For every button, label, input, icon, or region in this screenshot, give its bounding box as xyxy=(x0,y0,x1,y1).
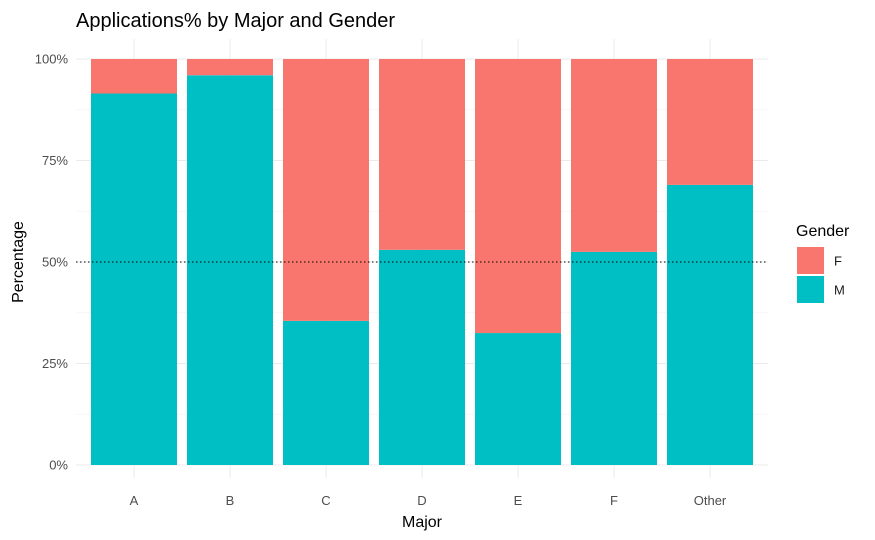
x-tick-label: A xyxy=(130,493,139,508)
bar-M-B xyxy=(187,75,273,466)
chart-title: Applications% by Major and Gender xyxy=(76,10,395,32)
x-tick-label: C xyxy=(321,493,330,508)
bar-M-C xyxy=(283,320,369,465)
x-axis-ticks: A B C D E F Other xyxy=(130,493,727,508)
bar-M-A xyxy=(91,93,177,465)
x-tick-label: Other xyxy=(694,493,727,508)
bar-M-Other xyxy=(667,184,753,466)
bar-F-C xyxy=(283,59,369,321)
y-tick-label: 0% xyxy=(49,458,68,473)
x-tick-label: F xyxy=(610,493,618,508)
y-tick-label: 50% xyxy=(42,255,68,270)
legend-title: Gender xyxy=(796,223,850,240)
bar-M-E xyxy=(475,333,561,465)
y-tick-label: 100% xyxy=(35,52,69,67)
legend: Gender FM xyxy=(796,223,850,303)
x-axis-title: Major xyxy=(402,514,443,531)
bar-F-F xyxy=(571,59,657,252)
y-tick-label: 75% xyxy=(42,153,68,168)
bars xyxy=(91,59,753,466)
y-axis-ticks: 0% 25% 50% 75% 100% xyxy=(35,52,69,473)
legend-label-M: M xyxy=(834,283,845,298)
bar-F-B xyxy=(187,59,273,76)
x-tick-label: B xyxy=(226,493,235,508)
bar-F-A xyxy=(91,59,177,94)
bar-F-D xyxy=(379,59,465,250)
legend-label-F: F xyxy=(834,254,842,269)
legend-key-F xyxy=(797,247,824,274)
y-tick-label: 25% xyxy=(42,356,68,371)
x-tick-label: D xyxy=(417,493,426,508)
bar-F-E xyxy=(475,59,561,334)
bar-M-F xyxy=(571,251,657,465)
y-axis-title: Percentage xyxy=(10,221,27,303)
legend-key-M xyxy=(797,276,824,303)
x-tick-label: E xyxy=(514,493,523,508)
bar-M-D xyxy=(379,249,465,465)
bar-F-Other xyxy=(667,59,753,185)
